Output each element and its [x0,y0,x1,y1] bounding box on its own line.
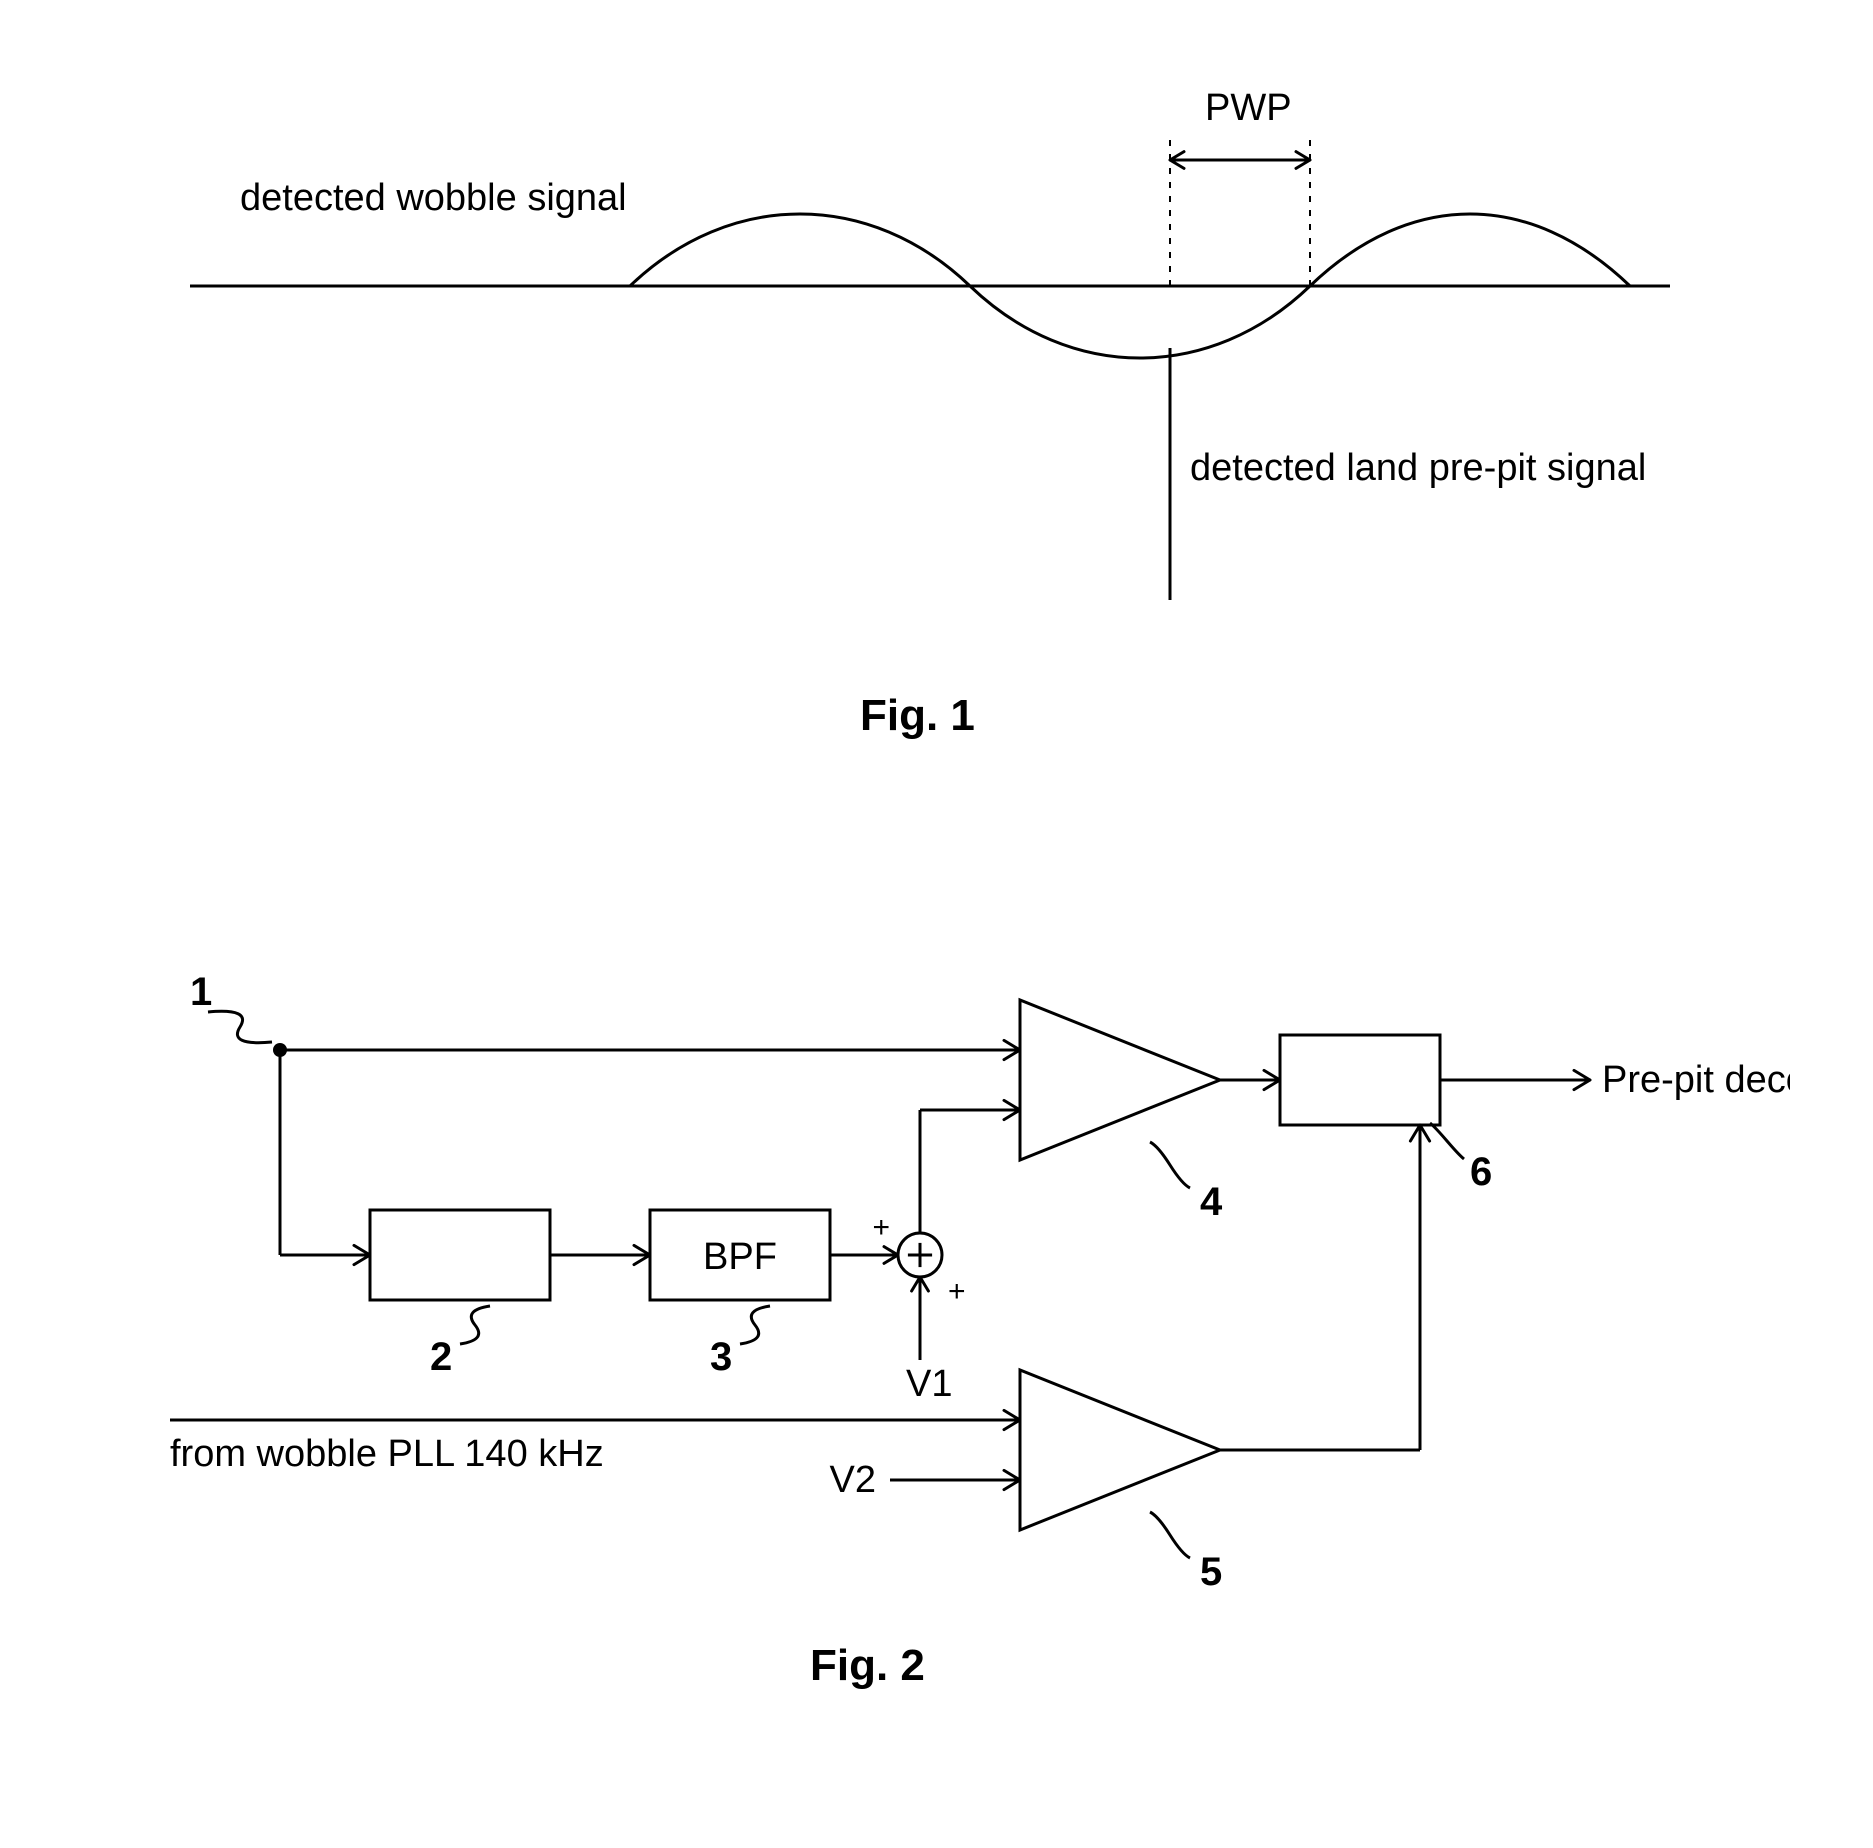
ref-2: 2 [430,1335,452,1379]
pll-source-label: from wobble PLL 140 kHz [170,1433,604,1475]
plus-bottom: + [948,1275,966,1308]
figure-1-title: Fig. 1 [860,691,975,740]
prepit-label: detected land pre-pit signal [1190,447,1646,489]
page: PWP detected wobble signal detected land p… [0,0,1873,1848]
ref-3: 3 [710,1335,732,1379]
ref-6: 6 [1470,1150,1492,1194]
ref-4: 4 [1200,1180,1223,1224]
figure-1: PWP detected wobble signal detected land p… [90,40,1790,780]
v1-label: V1 [906,1363,952,1405]
block-6 [1280,1035,1440,1125]
amplifier-5 [1020,1370,1220,1530]
v2-label: V2 [830,1459,876,1501]
prepit-decoder-label: Pre-pit decoder [1602,1059,1790,1101]
ref-5: 5 [1200,1550,1222,1594]
bpf-label: BPF [703,1236,777,1278]
pwp-label: PWP [1205,87,1292,129]
block-2 [370,1210,550,1300]
figure-2: BPF + + V1 Pre-pit decoder from wobble PLL 14… [90,900,1790,1760]
figure-2-title: Fig. 2 [810,1641,925,1690]
ref-1: 1 [190,970,212,1014]
wobble-label: detected wobble signal [240,177,627,219]
amplifier-4 [1020,1000,1220,1160]
plus-top: + [872,1211,890,1244]
